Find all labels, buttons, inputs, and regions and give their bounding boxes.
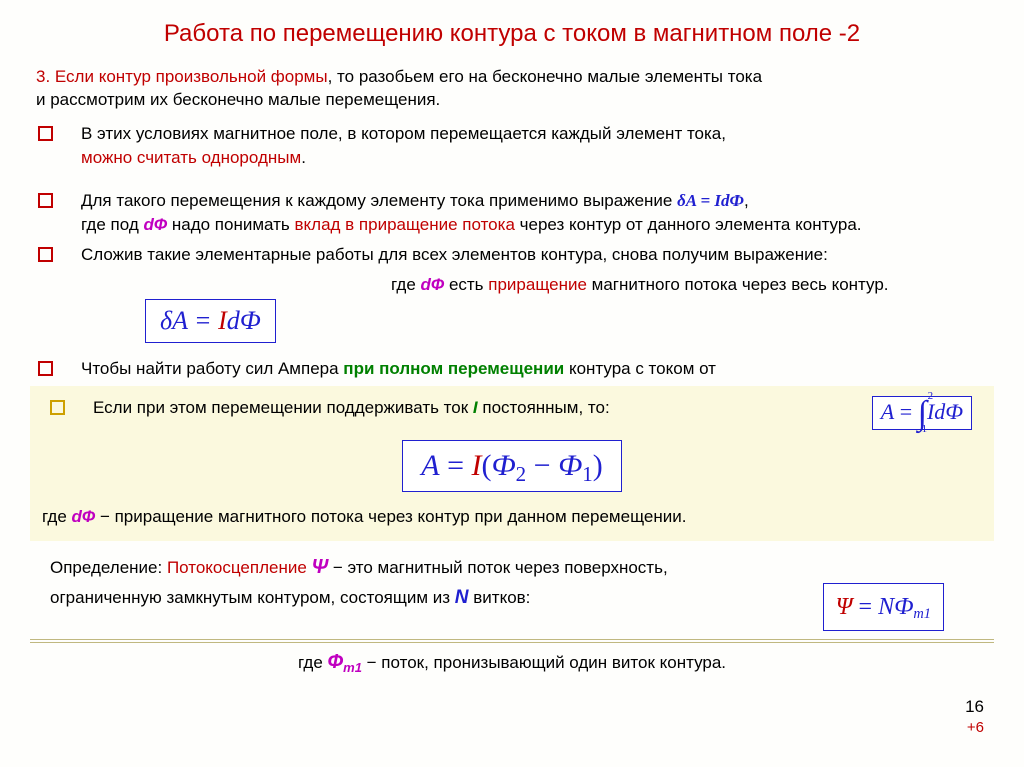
- def-e: витков:: [469, 588, 531, 607]
- fA-p2: ): [593, 449, 603, 482]
- f-I: I: [218, 306, 227, 335]
- b2-d: надо понимать: [167, 215, 294, 234]
- b2-a: Для такого перемещения к каждому элемент…: [81, 191, 677, 210]
- fpsi-N: N: [878, 594, 894, 620]
- highlight-box: Если при этом перемещении поддерживать т…: [30, 386, 994, 540]
- fA-eq: =: [440, 449, 472, 482]
- formula-box-psi: Ψ = NФm1: [823, 583, 944, 631]
- yb-l1b: постоянным, то:: [478, 398, 610, 417]
- def-b: Потокосцепление: [167, 558, 312, 577]
- yb-line1: Если при этом перемещении поддерживать т…: [93, 396, 982, 429]
- def-c: − это магнитный поток через поверхность,: [328, 558, 668, 577]
- def-psi: Ψ: [312, 556, 329, 578]
- foot-b: − поток, пронизывающий один виток контур…: [362, 653, 726, 672]
- bullet-marker: [38, 126, 53, 141]
- def-d: ограниченную замкнутым контуром, состоящ…: [50, 588, 455, 607]
- foot-phi: Фm1: [328, 651, 362, 673]
- f-dPhi: dФ: [227, 306, 261, 335]
- intro-rest2: и рассмотрим их бесконечно малые перемещ…: [36, 90, 440, 109]
- bullet-marker: [38, 193, 53, 208]
- fA-I: I: [472, 449, 482, 482]
- title-main: Работа по перемещению контура с током в …: [164, 20, 839, 47]
- int-sym: ∫: [918, 404, 927, 424]
- b2-dphi: dФ: [143, 215, 167, 234]
- intro-lead: 3. Если контур произвольной формы: [36, 67, 328, 86]
- pg-plus: +6: [967, 719, 984, 736]
- footnote: где Фm1 − поток, пронизывающий один вито…: [30, 651, 994, 674]
- def-N: N: [455, 587, 469, 608]
- bullet-4-text: Чтобы найти работу сил Ампера при полном…: [81, 357, 994, 381]
- yb-l2b: − приращение магнитного потока через кон…: [95, 507, 686, 526]
- page-number: 16 +6: [965, 697, 984, 737]
- int-low: 1: [922, 424, 928, 435]
- b2-f: через контур от данного элемента контура…: [515, 215, 862, 234]
- title-suffix: -2: [839, 20, 860, 47]
- bullet-marker: [38, 247, 53, 262]
- int-high: 2: [928, 391, 934, 402]
- fpsi-phi: Фm1: [894, 594, 931, 620]
- fA-phi1: Ф1: [558, 449, 593, 482]
- divider: [30, 639, 994, 643]
- definition: Определение: Потокосцепление Ψ − это маг…: [50, 551, 994, 613]
- b4-a: Чтобы найти работу сил Ампера: [81, 359, 343, 378]
- bullet-marker: [38, 361, 53, 376]
- fpsi-psi: Ψ: [836, 594, 853, 620]
- b3-side4: магнитного потока через весь контур.: [587, 275, 889, 294]
- formula-box-A: A = I(Ф2 − Ф1): [402, 440, 621, 492]
- b3-side: где dФ есть приращение магнитного потока…: [391, 273, 889, 297]
- fpsi-eq: =: [853, 594, 879, 620]
- fA-phi2: Ф2: [492, 449, 527, 482]
- yb-l2dphi: dФ: [72, 507, 96, 526]
- f-dA: δA: [160, 306, 188, 335]
- yb-l2a: где: [42, 507, 72, 526]
- page-title: Работа по перемещению контура с током в …: [30, 20, 994, 48]
- b1-dot: .: [301, 148, 306, 167]
- b1-b: можно считать однородным: [81, 148, 301, 167]
- b2-c: где под: [81, 215, 143, 234]
- b1-a: В этих условиях магнитное поле, в которо…: [81, 124, 726, 143]
- b3-side3: приращение: [488, 275, 587, 294]
- int-eq: =: [894, 399, 917, 424]
- b3-side1: где: [391, 275, 421, 294]
- formula-box-dA: δA = IdФ: [145, 299, 276, 343]
- yb-l1a: Если при этом перемещении поддерживать т…: [93, 398, 473, 417]
- bullet-3-text: Сложив такие элементарные работы для все…: [81, 243, 994, 297]
- int-A: A: [881, 399, 894, 424]
- bullet-3: Сложив такие элементарные работы для все…: [30, 243, 994, 297]
- fA-minus: −: [526, 449, 558, 482]
- int-body: IdФ: [927, 399, 963, 424]
- b3-side2: есть: [444, 275, 488, 294]
- bullet-marker: [50, 400, 65, 415]
- formula-dA-IdPhi: δA = IdФ: [677, 191, 744, 210]
- b4-c: контура с током от: [564, 359, 716, 378]
- bullet-2-text: Для такого перемещения к каждому элемент…: [81, 189, 994, 237]
- foot-a: где: [298, 653, 328, 672]
- f-eq: =: [188, 306, 219, 335]
- formula-integral: A = 2 ∫ 1 IdФ: [872, 396, 972, 429]
- bullet-1: В этих условиях магнитное поле, в которо…: [30, 122, 994, 170]
- b3-a: Сложив такие элементарные работы для все…: [81, 245, 828, 264]
- b2-b: ,: [744, 191, 749, 210]
- intro-rest1: , то разобьем его на бесконечно малые эл…: [328, 67, 762, 86]
- fA-A: A: [421, 449, 439, 482]
- pg-main: 16: [965, 697, 984, 716]
- bullet-1-text: В этих условиях магнитное поле, в которо…: [81, 122, 994, 170]
- bullet-2: Для такого перемещения к каждому элемент…: [30, 189, 994, 237]
- b2-e: вклад в приращение потока: [294, 215, 514, 234]
- intro-paragraph: 3. Если контур произвольной формы, то ра…: [36, 66, 994, 112]
- yb-line2: где dФ − приращение магнитного потока че…: [42, 506, 982, 529]
- fA-p1: (: [482, 449, 492, 482]
- bullet-4: Чтобы найти работу сил Ампера при полном…: [30, 357, 994, 381]
- b3-side-dphi: dФ: [421, 275, 445, 294]
- slide: Работа по перемещению контура с током в …: [0, 0, 1024, 767]
- b4-b: при полном перемещении: [343, 359, 564, 378]
- def-a: Определение:: [50, 558, 167, 577]
